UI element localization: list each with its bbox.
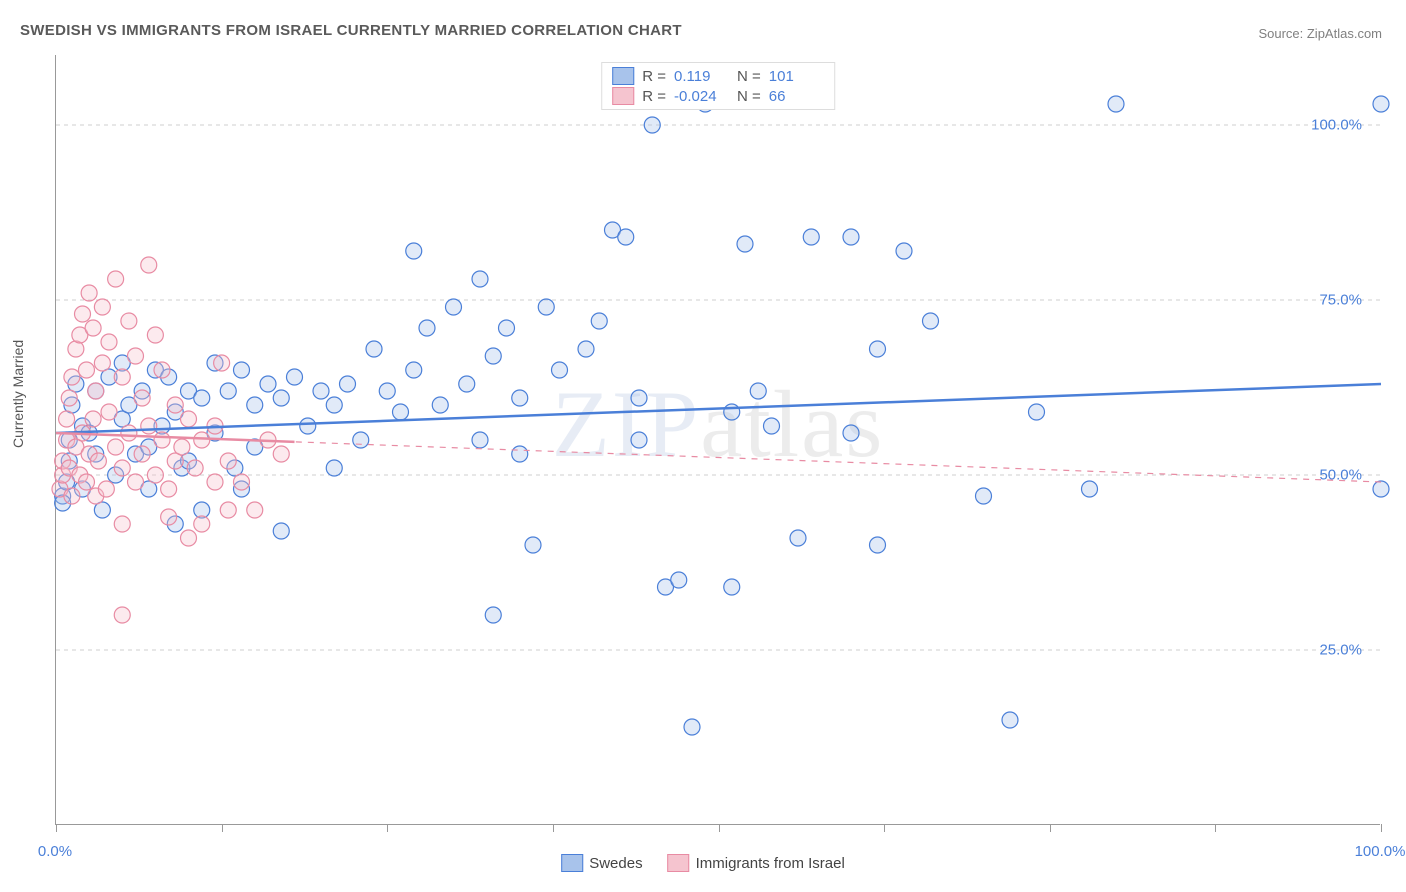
x-tick: [719, 824, 720, 832]
legend-stat-row: R = 0.119 N = 101: [612, 67, 824, 85]
chart-title: SWEDISH VS IMMIGRANTS FROM ISRAEL CURREN…: [20, 22, 682, 39]
y-tick-label: 100.0%: [1311, 117, 1362, 134]
x-tick: [884, 824, 885, 832]
y-tick-label: 25.0%: [1319, 642, 1362, 659]
legend-label: Swedes: [589, 855, 642, 872]
y-tick-label: 75.0%: [1319, 292, 1362, 309]
legend-stats: R = 0.119 N = 101 R = -0.024 N = 66: [601, 62, 835, 110]
legend-swatch: [612, 87, 634, 105]
plot-area: ZIPatlas R = 0.119 N = 101 R = -0.024 N …: [55, 55, 1380, 825]
x-tick-label: 100.0%: [1355, 843, 1406, 860]
legend-item: Immigrants from Israel: [668, 854, 845, 872]
x-tick: [1215, 824, 1216, 832]
chart-svg: [56, 55, 1380, 824]
r-value: -0.024: [674, 88, 729, 105]
legend-item: Swedes: [561, 854, 642, 872]
r-label: R =: [642, 88, 666, 105]
legend-swatch: [668, 854, 690, 872]
legend-stat-row: R = -0.024 N = 66: [612, 87, 824, 105]
x-tick: [553, 824, 554, 832]
r-label: R =: [642, 68, 666, 85]
r-value: 0.119: [674, 68, 729, 85]
legend-swatch: [561, 854, 583, 872]
legend-series: Swedes Immigrants from Israel: [561, 854, 845, 872]
x-tick: [1381, 824, 1382, 832]
source-label: Source: ZipAtlas.com: [1258, 26, 1382, 41]
x-tick: [1050, 824, 1051, 832]
y-tick-label: 50.0%: [1319, 467, 1362, 484]
y-axis-label: Currently Married: [10, 340, 26, 448]
legend-label: Immigrants from Israel: [696, 855, 845, 872]
x-tick: [387, 824, 388, 832]
n-value: 66: [769, 88, 824, 105]
x-tick: [222, 824, 223, 832]
legend-swatch: [612, 67, 634, 85]
n-label: N =: [737, 88, 761, 105]
n-value: 101: [769, 68, 824, 85]
x-tick-label: 0.0%: [38, 843, 72, 860]
x-tick: [56, 824, 57, 832]
n-label: N =: [737, 68, 761, 85]
